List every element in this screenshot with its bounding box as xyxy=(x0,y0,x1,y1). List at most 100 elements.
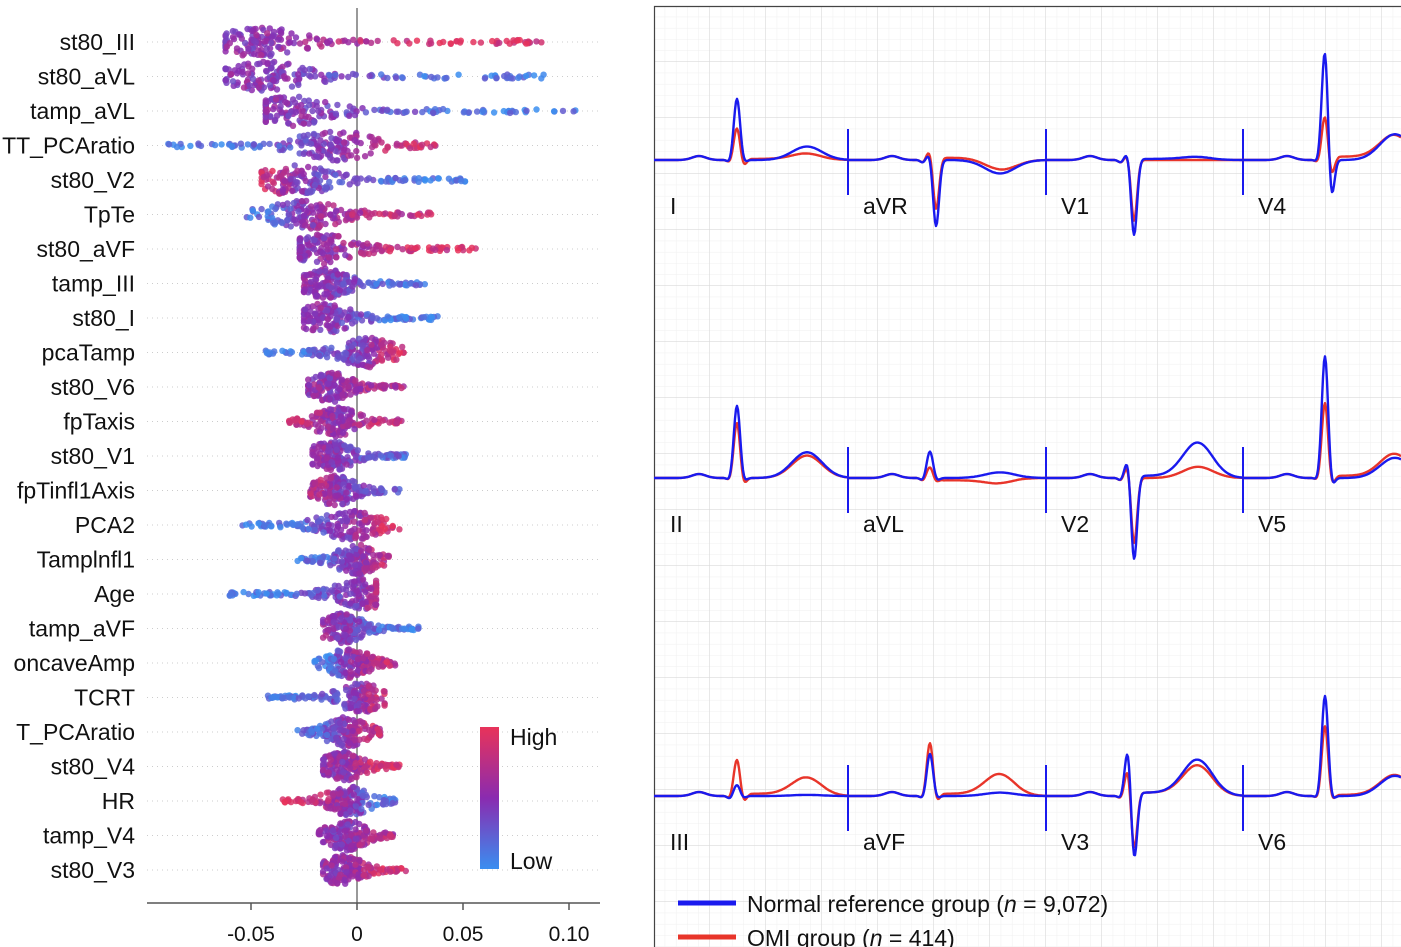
feature-label: TT_PCAratio xyxy=(2,133,135,159)
shap-point xyxy=(305,97,312,104)
shap-point xyxy=(516,36,523,44)
ecg-legend: Normal reference group (n = 9,072) OMI g… xyxy=(678,891,1108,947)
shap-point xyxy=(256,143,263,151)
shap-point xyxy=(314,153,321,160)
shap-point xyxy=(335,418,342,425)
shap-point xyxy=(351,278,358,285)
shap-point xyxy=(335,547,342,554)
shap-point xyxy=(242,521,250,528)
shap-point xyxy=(366,629,373,636)
shap-point xyxy=(401,177,409,184)
shap-point xyxy=(375,655,382,662)
shap-point xyxy=(330,655,338,662)
shap-point xyxy=(336,178,343,186)
shap-point xyxy=(313,292,321,299)
shap-point xyxy=(338,376,346,383)
shap-point xyxy=(286,419,293,426)
shap-point xyxy=(317,418,324,425)
shap-point xyxy=(361,764,369,771)
shap-point xyxy=(366,668,373,675)
shap-point xyxy=(359,719,366,726)
shap-point xyxy=(368,654,376,661)
shap-point xyxy=(289,187,296,195)
shap-point xyxy=(323,38,331,46)
shap-point xyxy=(328,238,335,245)
shap-point xyxy=(376,866,384,873)
shap-point xyxy=(345,314,352,321)
shap-point xyxy=(187,142,194,150)
shap-point xyxy=(368,585,375,593)
shap-point xyxy=(317,326,324,333)
shap-point xyxy=(367,758,374,765)
shap-point xyxy=(309,460,316,467)
shap-point xyxy=(334,696,341,703)
lead-label: V6 xyxy=(1258,829,1286,855)
shap-point xyxy=(377,452,384,459)
shap-point xyxy=(382,210,389,217)
shap-point xyxy=(322,220,329,228)
shap-point xyxy=(371,141,378,149)
shap-point xyxy=(506,109,514,117)
shap-point xyxy=(228,591,235,598)
shap-point xyxy=(301,252,309,259)
shap-point xyxy=(288,348,296,356)
shap-point xyxy=(311,181,319,189)
ecg-trace-normal-V5 xyxy=(1241,355,1401,484)
shap-point xyxy=(294,415,301,423)
shap-point xyxy=(351,137,358,144)
shap-point xyxy=(360,553,367,560)
shap-point xyxy=(335,647,342,655)
shap-point xyxy=(355,421,363,428)
shap-point xyxy=(330,625,337,632)
shap-point xyxy=(353,596,360,604)
shap-point xyxy=(365,863,372,870)
shap-point xyxy=(342,669,349,677)
shap-point xyxy=(370,551,377,559)
shap-point xyxy=(366,621,373,628)
shap-point xyxy=(277,103,284,110)
shap-point xyxy=(353,154,361,162)
shap-point xyxy=(342,800,349,808)
shap-point xyxy=(313,102,320,110)
shap-point xyxy=(346,112,353,120)
shap-point xyxy=(352,636,360,644)
shap-point xyxy=(460,247,467,254)
shap-point xyxy=(294,727,301,734)
shap-point xyxy=(302,38,309,46)
shap-point xyxy=(345,359,352,367)
shap-point xyxy=(296,254,303,262)
shap-point xyxy=(303,235,310,243)
shap-point xyxy=(305,120,312,127)
feature-label: T_PCAratio xyxy=(16,719,135,745)
shap-point xyxy=(432,246,439,254)
shap-point xyxy=(302,137,309,144)
shap-point xyxy=(362,38,370,45)
shap-point xyxy=(338,319,346,326)
shap-point xyxy=(465,109,473,116)
shap-point xyxy=(468,244,476,251)
shap-point xyxy=(339,858,346,865)
shap-point xyxy=(427,143,434,151)
shap-point xyxy=(336,726,343,734)
shap-point xyxy=(361,509,368,517)
shap-point xyxy=(351,111,359,119)
shap-point xyxy=(329,157,336,164)
shap-point xyxy=(336,616,344,623)
shap-point xyxy=(318,482,326,490)
shap-point xyxy=(315,443,322,451)
shap-point xyxy=(351,478,358,485)
shap-point xyxy=(367,706,374,714)
shap-point xyxy=(323,860,330,867)
shap-point xyxy=(342,496,350,503)
shap-point xyxy=(352,602,360,609)
shap-point xyxy=(354,667,362,674)
shap-point xyxy=(378,695,385,702)
shap-point xyxy=(364,240,371,247)
shap-point xyxy=(330,381,338,389)
shap-point xyxy=(288,83,296,90)
shap-point xyxy=(340,239,347,247)
shap-point xyxy=(309,209,317,216)
shap-point xyxy=(328,718,335,725)
shap-point xyxy=(348,211,356,218)
shap-point xyxy=(222,65,229,72)
